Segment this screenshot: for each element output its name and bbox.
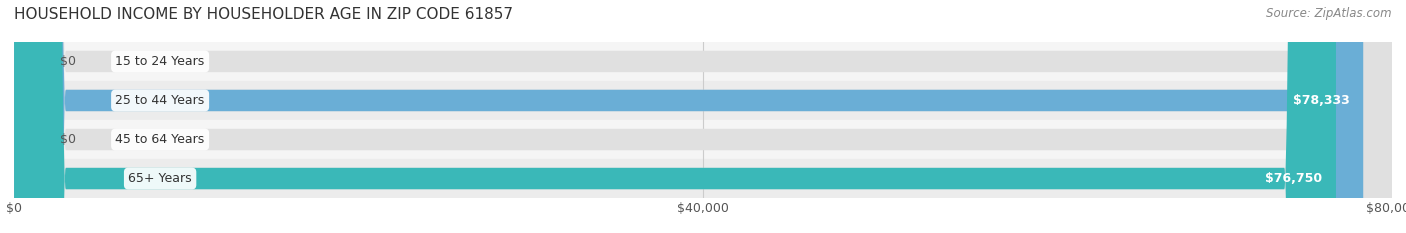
- FancyBboxPatch shape: [14, 0, 1364, 233]
- FancyBboxPatch shape: [14, 0, 48, 233]
- FancyBboxPatch shape: [14, 0, 1392, 233]
- Text: HOUSEHOLD INCOME BY HOUSEHOLDER AGE IN ZIP CODE 61857: HOUSEHOLD INCOME BY HOUSEHOLDER AGE IN Z…: [14, 7, 513, 22]
- Text: $76,750: $76,750: [1265, 172, 1322, 185]
- Bar: [14, 81, 1392, 120]
- FancyBboxPatch shape: [14, 0, 48, 233]
- Text: $0: $0: [59, 133, 76, 146]
- Bar: [14, 42, 1392, 81]
- Text: 65+ Years: 65+ Years: [128, 172, 193, 185]
- Text: $0: $0: [59, 55, 76, 68]
- Text: 45 to 64 Years: 45 to 64 Years: [115, 133, 205, 146]
- Text: $78,333: $78,333: [1292, 94, 1350, 107]
- FancyBboxPatch shape: [14, 0, 1336, 233]
- FancyBboxPatch shape: [14, 0, 1392, 233]
- Text: 15 to 24 Years: 15 to 24 Years: [115, 55, 205, 68]
- Bar: [14, 159, 1392, 198]
- Bar: [14, 120, 1392, 159]
- Text: Source: ZipAtlas.com: Source: ZipAtlas.com: [1267, 7, 1392, 20]
- FancyBboxPatch shape: [14, 0, 1392, 233]
- FancyBboxPatch shape: [14, 0, 1392, 233]
- Text: 25 to 44 Years: 25 to 44 Years: [115, 94, 205, 107]
